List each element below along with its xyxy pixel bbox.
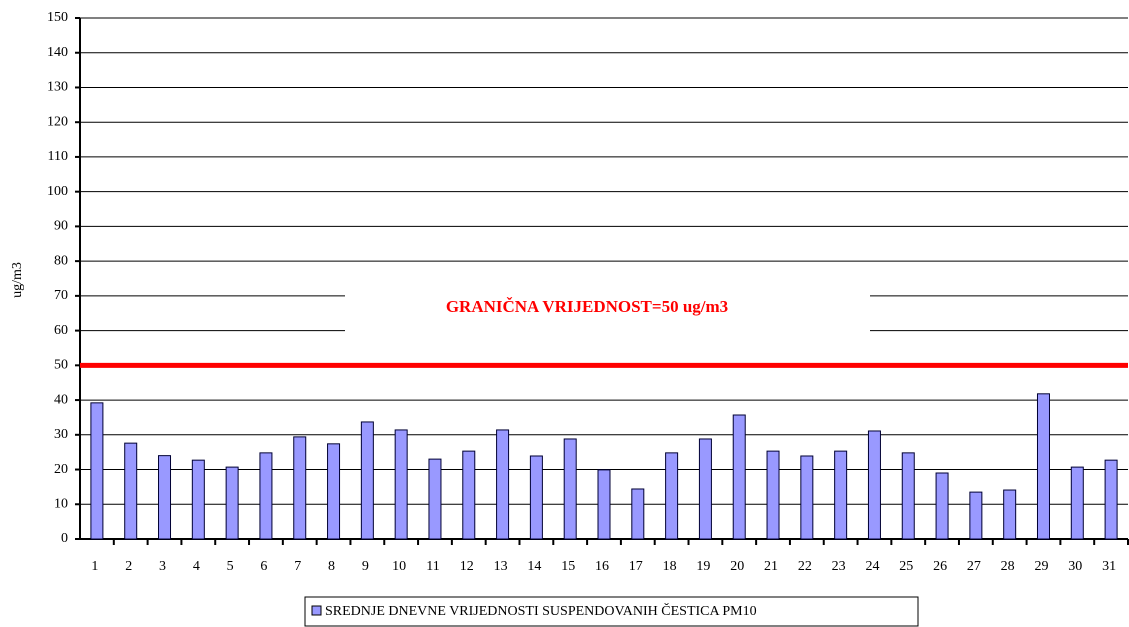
bar	[327, 443, 341, 540]
y-tick-label: 50	[54, 358, 68, 373]
bar	[124, 442, 138, 540]
y-tick-label: 110	[48, 149, 68, 164]
x-tick-label: 23	[832, 559, 846, 574]
bar	[462, 450, 476, 540]
x-tick-label: 29	[1034, 559, 1048, 574]
y-tick-label: 80	[54, 253, 68, 268]
bar	[665, 452, 679, 540]
bar	[1003, 489, 1017, 540]
y-tick-label: 20	[54, 462, 68, 477]
x-tick-label: 13	[494, 559, 508, 574]
bar	[732, 414, 746, 540]
x-tick-label: 16	[595, 559, 609, 574]
bar	[800, 455, 814, 540]
annotation-background	[345, 282, 870, 334]
bar	[901, 452, 915, 540]
bar	[1104, 459, 1118, 540]
y-tick-label: 0	[61, 531, 68, 546]
bar	[766, 450, 780, 540]
x-tick-label: 12	[460, 559, 474, 574]
y-tick-label: 140	[47, 45, 68, 60]
y-tick-label: 100	[47, 184, 68, 199]
x-tick-label: 31	[1102, 559, 1116, 574]
x-tick-label: 19	[696, 559, 710, 574]
x-tick-label: 20	[730, 559, 744, 574]
x-tick-label: 25	[899, 559, 913, 574]
x-tick-label: 6	[260, 559, 267, 574]
x-tick-label: 1	[91, 559, 98, 574]
x-tick-label: 2	[125, 559, 132, 574]
bar	[259, 452, 273, 540]
bar	[1070, 466, 1084, 540]
legend-swatch	[311, 605, 322, 616]
bar	[935, 472, 949, 540]
x-tick-label: 21	[764, 559, 778, 574]
bar	[867, 430, 881, 540]
x-tick-label: 30	[1068, 559, 1082, 574]
x-tick-label: 18	[663, 559, 677, 574]
bar	[225, 466, 239, 540]
x-tick-label: 28	[1001, 559, 1015, 574]
x-tick-label: 17	[629, 559, 643, 574]
bar	[529, 455, 543, 540]
y-tick-label: 10	[54, 496, 68, 511]
legend-box	[304, 596, 919, 627]
bar	[969, 491, 983, 540]
y-tick-label: 70	[54, 288, 68, 303]
bar	[428, 458, 442, 540]
x-tick-label: 7	[294, 559, 301, 574]
x-tick-label: 22	[798, 559, 812, 574]
y-axis-label: ug/m3	[10, 262, 25, 298]
x-tick-label: 9	[362, 559, 369, 574]
threshold-label: GRANIČNA VRIJEDNOST=50 ug/m3	[446, 297, 728, 316]
bar	[158, 455, 172, 540]
x-tick-label: 24	[865, 559, 879, 574]
y-tick-label: 150	[47, 10, 68, 25]
x-tick-label: 26	[933, 559, 947, 574]
x-tick-label: 10	[392, 559, 406, 574]
bar	[293, 436, 307, 540]
bar	[698, 438, 712, 540]
x-tick-label: 15	[561, 559, 575, 574]
y-tick-label: 60	[54, 323, 68, 338]
x-tick-label: 5	[227, 559, 234, 574]
bar	[360, 421, 374, 540]
y-tick-label: 130	[47, 80, 68, 95]
y-tick-label: 40	[54, 392, 68, 407]
x-tick-label: 8	[328, 559, 335, 574]
bar	[496, 429, 510, 540]
bar	[563, 438, 577, 540]
bar	[1036, 393, 1050, 540]
bar	[597, 469, 611, 540]
y-tick-label: 30	[54, 427, 68, 442]
bar	[90, 402, 104, 540]
x-tick-label: 3	[159, 559, 166, 574]
bar	[631, 488, 645, 540]
x-tick-label: 4	[193, 559, 200, 574]
y-tick-label: 120	[47, 114, 68, 129]
bar	[394, 429, 408, 540]
legend-label: SREDNJE DNEVNE VRIJEDNOSTI SUSPENDOVANIH…	[325, 602, 757, 619]
x-tick-label: 27	[967, 559, 981, 574]
x-tick-label: 11	[426, 559, 439, 574]
x-tick-label: 14	[527, 559, 541, 574]
bar	[834, 450, 848, 540]
bar	[191, 459, 205, 540]
y-tick-label: 90	[54, 219, 68, 234]
